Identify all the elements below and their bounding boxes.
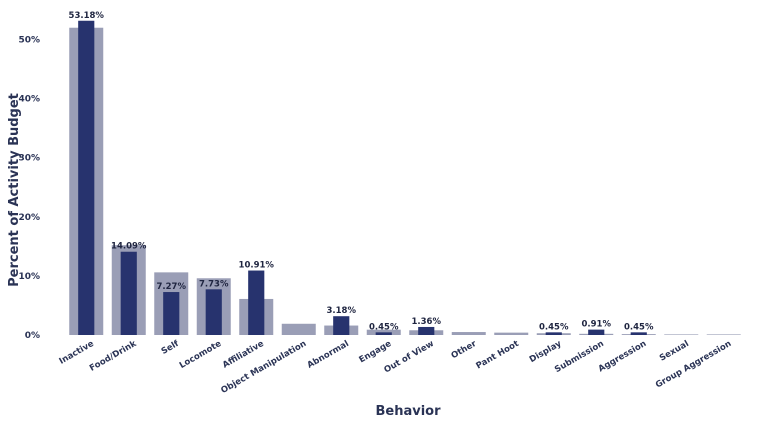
bar-dark	[120, 251, 137, 335]
data-label: 1.36%	[412, 317, 442, 327]
bar-dark	[333, 316, 350, 335]
x-tick-label: Aggression	[597, 339, 648, 374]
x-tick-label: Inactive	[58, 339, 96, 367]
bar-dark	[630, 332, 647, 335]
bars	[69, 20, 741, 336]
y-tick-label: 10%	[18, 272, 40, 282]
data-label: 0.45%	[539, 322, 569, 332]
data-label: 3.18%	[327, 306, 357, 316]
data-label: 0.45%	[624, 322, 654, 332]
y-tick-label: 20%	[18, 213, 40, 223]
data-labels: 53.18% 14.09% 7.27% 7.73% 10.91% 3.18% 0.45% 1.…	[69, 11, 654, 333]
x-axis-title: Behavior	[375, 404, 441, 419]
data-label: 0.45%	[369, 322, 399, 332]
bar-dark	[375, 332, 392, 335]
x-tick-label: Engage	[357, 339, 393, 366]
y-tick-label: 50%	[18, 36, 40, 46]
x-tick-label: Other	[450, 339, 479, 362]
bar-dark	[78, 20, 95, 335]
bar-dark	[163, 292, 180, 335]
data-label: 53.18%	[69, 11, 105, 21]
y-tick-label: 30%	[18, 154, 40, 164]
bar-dark	[248, 270, 265, 335]
bar-light	[494, 332, 529, 335]
y-axis-ticks: 0% 10% 20% 30% 40% 50%	[18, 36, 40, 341]
bar-light	[281, 323, 316, 335]
data-label: 14.09%	[111, 242, 147, 252]
x-tick-label: Group Aggression	[654, 339, 733, 391]
bar-dark	[418, 326, 435, 335]
data-label: 7.27%	[157, 282, 187, 292]
bar-dark	[205, 289, 222, 335]
data-label: 10.91%	[239, 261, 275, 271]
bar-light	[706, 334, 741, 335]
x-tick-label: Display	[528, 339, 564, 365]
y-tick-label: 0%	[25, 331, 40, 341]
x-tick-label: Self	[160, 339, 181, 357]
x-tick-label: Sexual	[658, 339, 691, 364]
x-tick-label: Locomote	[178, 339, 224, 371]
y-axis-title: Percent of Activity Budget	[7, 93, 22, 287]
bar-light	[664, 334, 699, 335]
x-tick-label: Food/Drink	[88, 339, 139, 374]
y-tick-label: 40%	[18, 95, 40, 105]
x-tick-label: Abnormal	[306, 339, 351, 371]
bar-dark	[545, 332, 562, 335]
data-label: 7.73%	[199, 279, 229, 289]
bar-dark	[588, 329, 605, 335]
data-label: 0.91%	[582, 320, 612, 330]
bar-light	[451, 332, 486, 335]
x-tick-label: Pant Hoot	[474, 339, 520, 371]
